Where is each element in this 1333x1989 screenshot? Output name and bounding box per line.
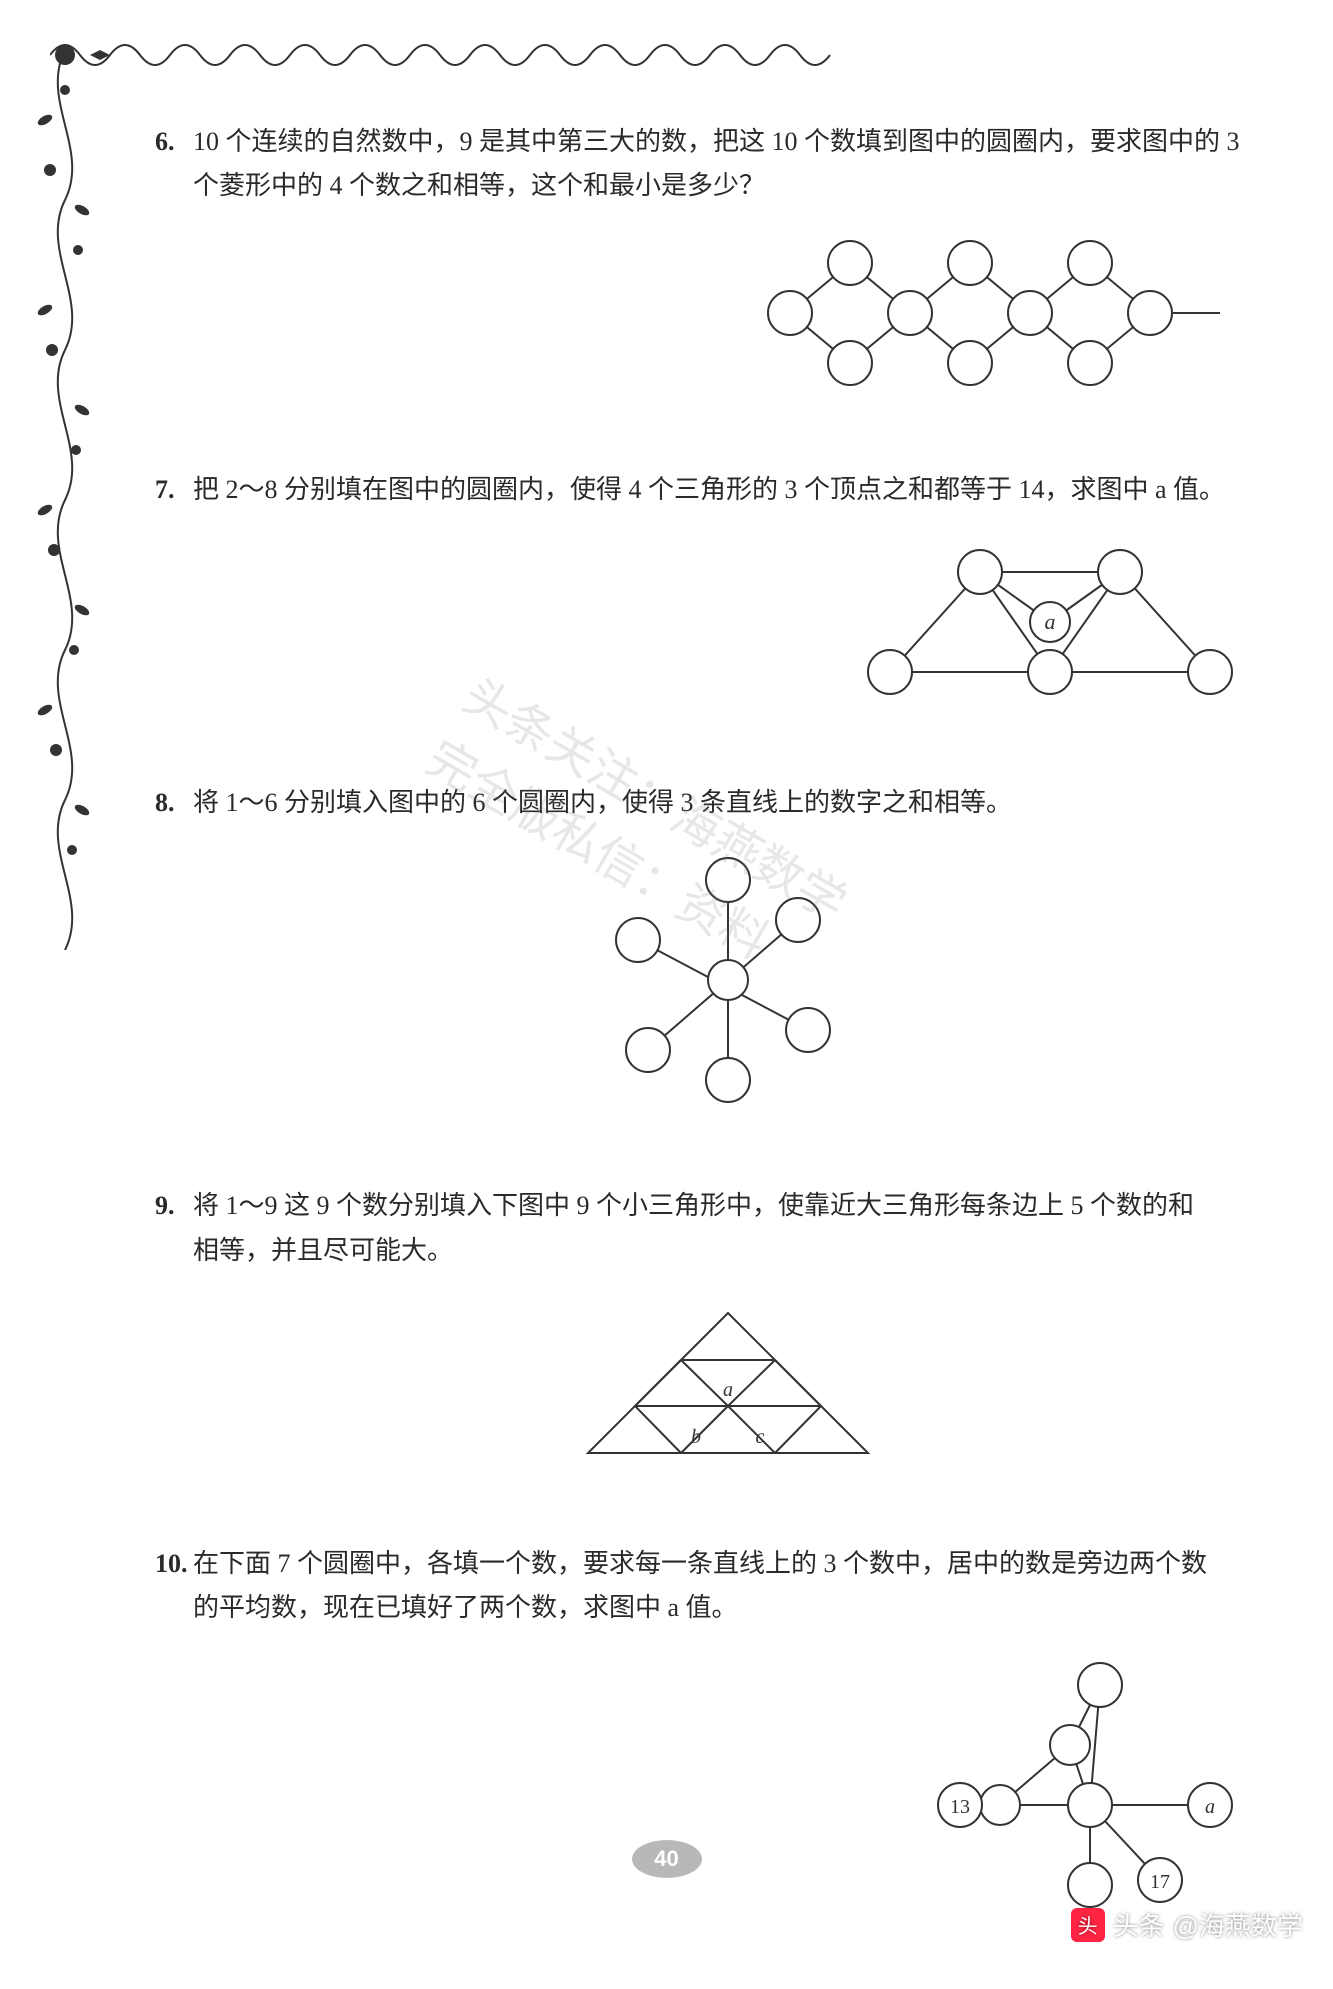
problem-number: 7. (155, 468, 193, 512)
problem-number: 10. (155, 1542, 193, 1586)
label-a: a (1045, 609, 1056, 634)
label-c: c (755, 1426, 764, 1448)
page-content: 6.10 个连续的自然数中，9 是其中第三大的数，把这 10 个数填到图中的圆圈… (60, 30, 1300, 1989)
label-b: b (691, 1426, 701, 1448)
diagram-q7: a (155, 537, 1300, 721)
problem-number: 6. (155, 120, 193, 164)
problem-text: 10 个连续的自然数中，9 是其中第三大的数，把这 10 个数填到图中的圆圈内，… (193, 127, 1240, 156)
label-13: 13 (950, 1796, 970, 1818)
problem-text: 把 2～8 分别填在图中的圆圈内，使得 4 个三角形的 3 个顶点之和都等于 1… (193, 475, 1225, 504)
diagram-q8 (155, 850, 1300, 1124)
problem-7: 7.把 2～8 分别填在图中的圆圈内，使得 4 个三角形的 3 个顶点之和都等于… (155, 468, 1300, 721)
page-number-badge: 40 (632, 1840, 702, 1878)
problem-number: 8. (155, 781, 193, 825)
label-a: a (723, 1379, 733, 1401)
diagram-q6 (155, 233, 1300, 407)
label-a: a (1205, 1796, 1215, 1818)
diagram-q9: a b c (155, 1298, 1300, 1482)
problem-text: 将 1～9 这 9 个数分别填入下图中 9 个小三角形中，使靠近大三角形每条边上… (193, 1191, 1194, 1220)
footer-prefix: 头条 (1113, 1906, 1165, 1943)
problem-text: 的平均数，现在已填好了两个数，求图中 a 值。 (193, 1586, 1300, 1630)
problem-text: 个菱形中的 4 个数之和相等，这个和最小是多少？ (193, 164, 1300, 208)
problem-6: 6.10 个连续的自然数中，9 是其中第三大的数，把这 10 个数填到图中的圆圈… (155, 120, 1300, 408)
problem-text: 在下面 7 个圆圈中，各填一个数，要求每一条直线上的 3 个数中，居中的数是旁边… (193, 1549, 1207, 1578)
footer-attribution: 头 头条 @海燕数学 (1071, 1906, 1303, 1943)
problem-9: 9.将 1～9 这 9 个数分别填入下图中 9 个小三角形中，使靠近大三角形每条… (155, 1184, 1300, 1482)
toutiao-icon: 头 (1071, 1908, 1105, 1942)
problem-text: 相等，并且尽可能大。 (193, 1229, 1300, 1273)
problem-number: 9. (155, 1184, 193, 1228)
problem-text: 将 1～6 分别填入图中的 6 个圆圈内，使得 3 条直线上的数字之和相等。 (193, 788, 1012, 817)
footer-handle: @海燕数学 (1173, 1906, 1303, 1943)
problem-8: 8.将 1～6 分别填入图中的 6 个圆圈内，使得 3 条直线上的数字之和相等。 (155, 781, 1300, 1124)
diagram-q10: 13 a 17 (155, 1655, 1300, 1929)
page-number: 40 (654, 1846, 678, 1871)
label-17: 17 (1150, 1871, 1170, 1893)
problem-10: 10.在下面 7 个圆圈中，各填一个数，要求每一条直线上的 3 个数中，居中的数… (155, 1542, 1300, 1930)
